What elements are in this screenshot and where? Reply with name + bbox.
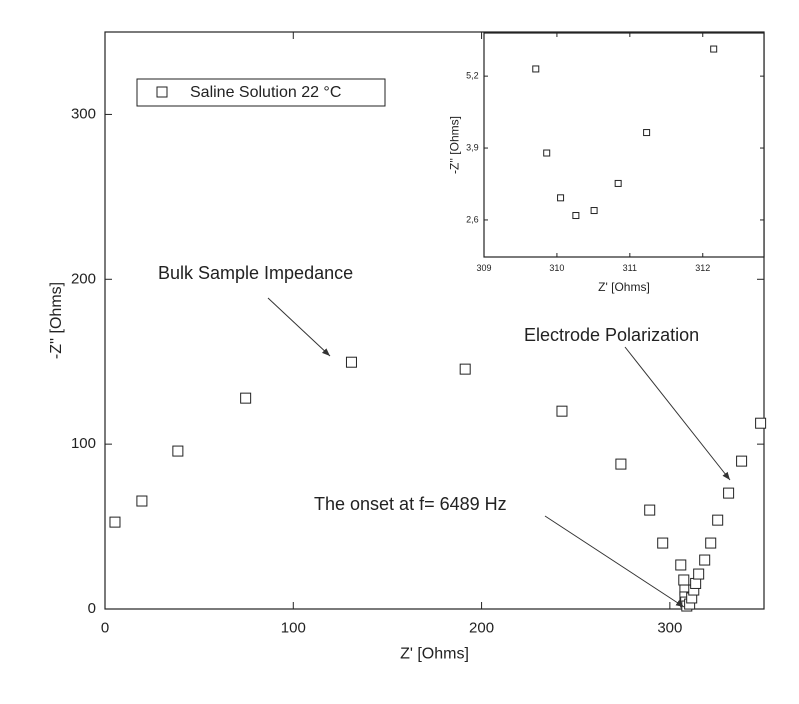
y-tick-label: 3,9 (466, 142, 479, 152)
y-tick-label: 2,6 (466, 214, 479, 224)
data-point (590, 207, 598, 215)
data-point (705, 537, 717, 549)
inset-background (484, 33, 764, 257)
x-tick-label: 311 (623, 263, 637, 273)
x-axis-label: Z' [Ohms] (400, 645, 469, 662)
data-point (657, 537, 669, 549)
data-point (136, 495, 148, 507)
data-point (543, 149, 551, 157)
data-point (557, 194, 565, 202)
data-point (615, 458, 627, 470)
annotation: Electrode Polarization (524, 325, 699, 345)
data-point (723, 487, 735, 499)
data-point (755, 417, 767, 429)
data-point (643, 129, 651, 137)
y-tick-label: 300 (71, 105, 96, 122)
legend-marker (156, 86, 168, 98)
y-tick-label: 0 (88, 600, 96, 617)
annotation-arrow (624, 346, 731, 481)
data-point (572, 212, 580, 220)
data-point (556, 405, 568, 417)
data-point (736, 455, 748, 467)
x-tick-label: 200 (469, 619, 494, 636)
plot-frame (104, 31, 765, 610)
annotation-arrow (267, 297, 331, 357)
y-tick-label: 5,2 (466, 71, 479, 81)
x-tick-label: 300 (657, 619, 682, 636)
x-tick-label: 312 (695, 263, 710, 273)
data-point (699, 554, 711, 566)
data-point (532, 65, 540, 73)
main-chart: 0 100 200 300 0 100 200 300 Z' [Ohms] -Z'' [Ohms]… (48, 31, 767, 662)
data-point (459, 363, 471, 375)
data-point (693, 568, 705, 580)
inset-chart: 309 310 311 312 2,6 3,9 5,2 Z' [Ohms] -Z'' [Ohms… (447, 32, 765, 294)
y-tick-label: 100 (71, 435, 96, 452)
annotation: The onset at f= 6489 Hz (314, 494, 507, 514)
data-point (614, 179, 622, 187)
y-axis-label: -Z'' [Ohms] (48, 282, 65, 359)
data-point (644, 504, 656, 516)
x-tick-label: 100 (281, 619, 306, 636)
x-axis-label: Z' [Ohms] (598, 280, 650, 294)
annotation: Bulk Sample Impedance (158, 263, 353, 283)
y-axis-label: -Z'' [Ohms] (447, 116, 461, 174)
data-point (345, 356, 357, 368)
y-tick-label: 200 (71, 270, 96, 287)
data-point (240, 392, 252, 404)
plot-frame (483, 32, 765, 258)
data-point (109, 516, 121, 528)
x-tick-label: 0 (101, 619, 109, 636)
data-point (172, 445, 184, 457)
annotation-arrow (544, 515, 685, 608)
x-tick-label: 309 (476, 263, 491, 273)
data-point (710, 45, 718, 53)
x-tick-label: 310 (549, 263, 564, 273)
data-point (712, 514, 724, 526)
legend-box (136, 78, 386, 107)
data-point (690, 577, 702, 589)
data-point (675, 559, 687, 571)
legend-label: Saline Solution 22 °C (190, 84, 341, 101)
data-point (678, 574, 690, 586)
